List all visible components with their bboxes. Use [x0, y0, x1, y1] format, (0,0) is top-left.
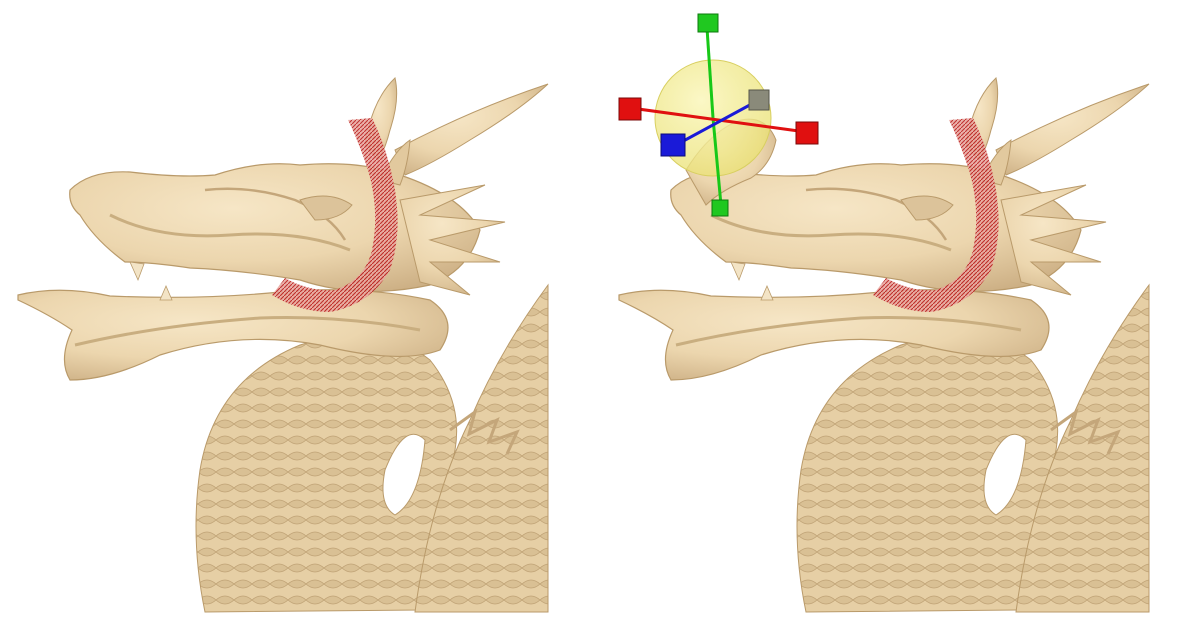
- handle-x-positive[interactable]: [795, 121, 819, 145]
- handle-y-negative[interactable]: [711, 199, 729, 217]
- dragon-render-after: [617, 13, 1151, 614]
- handle-y-positive[interactable]: [697, 13, 719, 33]
- transform-gizmo-icon[interactable]: [618, 13, 819, 217]
- dragon-render-before: [16, 76, 550, 614]
- dragon-model: [16, 76, 550, 614]
- handle-z-positive[interactable]: [660, 133, 686, 157]
- handle-x-negative[interactable]: [618, 97, 642, 121]
- panel-after: [591, 0, 1182, 642]
- panel-before: [16, 76, 550, 614]
- handle-z-negative[interactable]: [748, 89, 770, 111]
